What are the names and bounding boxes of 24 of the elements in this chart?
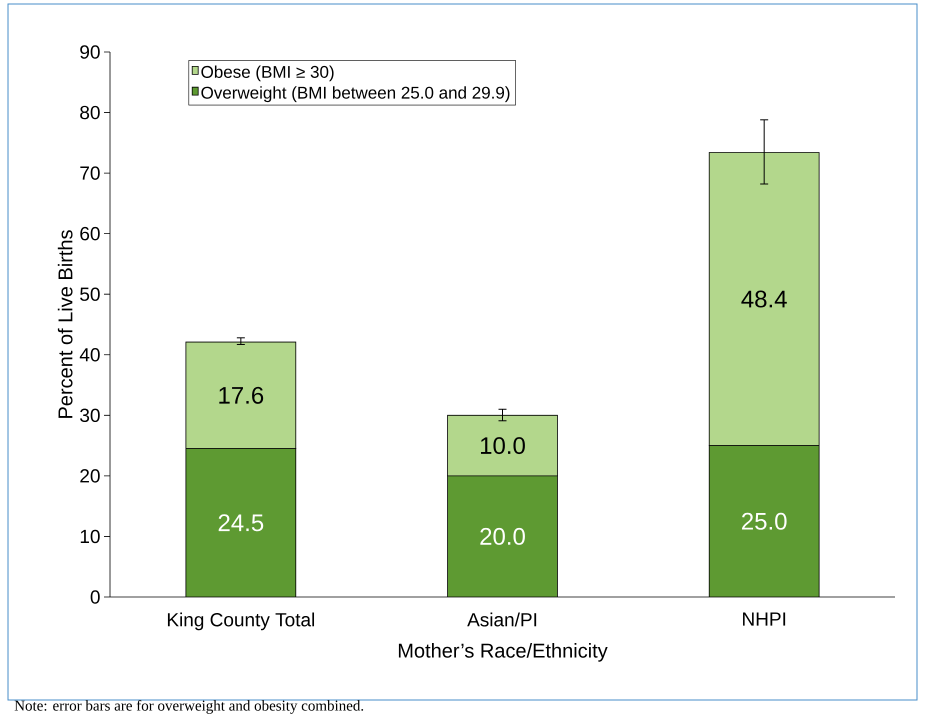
y-tick-label: 90 bbox=[80, 45, 100, 59]
y-tick-label: 80 bbox=[80, 106, 100, 120]
data-label: 24.5 bbox=[218, 514, 264, 532]
data-label: 17.6 bbox=[219, 386, 264, 404]
data-label: 10.0 bbox=[480, 437, 525, 454]
y-tick-label: 30 bbox=[80, 408, 100, 422]
x-tick-label: NHPI bbox=[743, 612, 786, 626]
text: Note: error bars are for overweight and obesity combined. bbox=[14, 700, 364, 714]
data-label: 48.4 bbox=[741, 290, 787, 308]
data-label: 20.0 bbox=[480, 528, 525, 545]
y-tick-label: 10 bbox=[80, 530, 100, 544]
y-tick-label: 20 bbox=[80, 469, 100, 483]
x-tick-label: King County Total bbox=[168, 612, 314, 630]
legend-label: Overweight (BMI between 25.0 and 29.9) bbox=[201, 86, 510, 102]
data-label: 25.0 bbox=[742, 512, 787, 530]
y-tick-label: 0 bbox=[90, 590, 100, 604]
y-tick-label: 50 bbox=[80, 287, 100, 301]
y-tick-label: 40 bbox=[80, 348, 100, 362]
legend-label: Obese (BMI ≥ 30) bbox=[201, 65, 334, 82]
y-tick-label: 60 bbox=[80, 226, 100, 240]
y-tick-label: 70 bbox=[80, 166, 100, 180]
x-tick-label: Asian/PI bbox=[467, 612, 536, 626]
x-axis-title: Mother’s Race/Ethnicity bbox=[398, 643, 608, 662]
y-axis-title: Percent of Live Births bbox=[58, 230, 73, 418]
